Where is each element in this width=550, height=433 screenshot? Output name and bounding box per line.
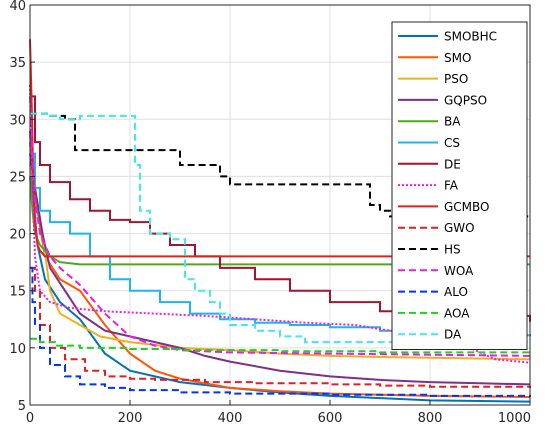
x-tick-label: 200	[118, 411, 143, 426]
legend-label-gwo: GWO	[444, 221, 475, 235]
series-line-smobhc	[29, 130, 531, 403]
y-tick-label: 20	[9, 228, 26, 243]
series-line-gcmbo	[29, 39, 530, 258]
series-line-woa	[29, 96, 531, 357]
legend: SMOBHC SMO PSO GQPSO BA CS DE FA GCMBO GWO HS WOA AL…	[391, 21, 528, 350]
x-tick-label: 600	[318, 411, 343, 426]
legend-label-aoa: AOA	[444, 306, 470, 320]
legend-label-pso: PSO	[444, 72, 468, 86]
y-tick-label: 25	[9, 170, 26, 185]
x-tick-label: 1000	[498, 411, 531, 426]
y-tick-label: 10	[9, 342, 26, 357]
legend-label-smobhc: SMOBHC	[444, 30, 497, 44]
series-line-fa	[29, 84, 531, 364]
legend-label-gqpso: GQPSO	[444, 93, 487, 107]
series-layer	[29, 39, 531, 403]
legend-label-ba: BA	[444, 115, 461, 129]
series-line-gqpso	[29, 153, 531, 386]
axis-ticks: 0 200 400 600 800 1000 5 10 15 20 25 30 35 40	[9, 0, 531, 426]
y-tick-label: 15	[9, 285, 26, 300]
plot-frame	[29, 4, 531, 406]
legend-label-hs: HS	[444, 243, 461, 257]
legend-label-smo: SMO	[444, 51, 471, 65]
y-tick-label: 35	[9, 56, 26, 71]
x-tick-label: 0	[26, 411, 34, 426]
legend-label-alo: ALO	[444, 285, 468, 299]
x-tick-label: 400	[218, 411, 243, 426]
series-line-de	[30, 95, 531, 322]
series-line-aoa	[30, 337, 531, 354]
legend-label-cs: CS	[444, 136, 460, 150]
legend-label-woa: WOA	[444, 264, 474, 278]
legend-label-de: DE	[444, 157, 461, 171]
legend-label-fa: FA	[444, 179, 459, 193]
legend-label-gcmbo: GCMBO	[444, 200, 490, 214]
y-tick-label: 40	[9, 0, 26, 14]
legend-label-da: DA	[444, 328, 462, 342]
series-line-da	[30, 112, 530, 344]
series-line-gwo	[30, 266, 531, 388]
y-tick-label: 30	[9, 113, 26, 128]
series-line-alo	[30, 266, 531, 397]
x-tick-label: 800	[418, 411, 443, 426]
y-tick-label: 5	[18, 399, 26, 414]
series-line-hs	[30, 112, 530, 218]
